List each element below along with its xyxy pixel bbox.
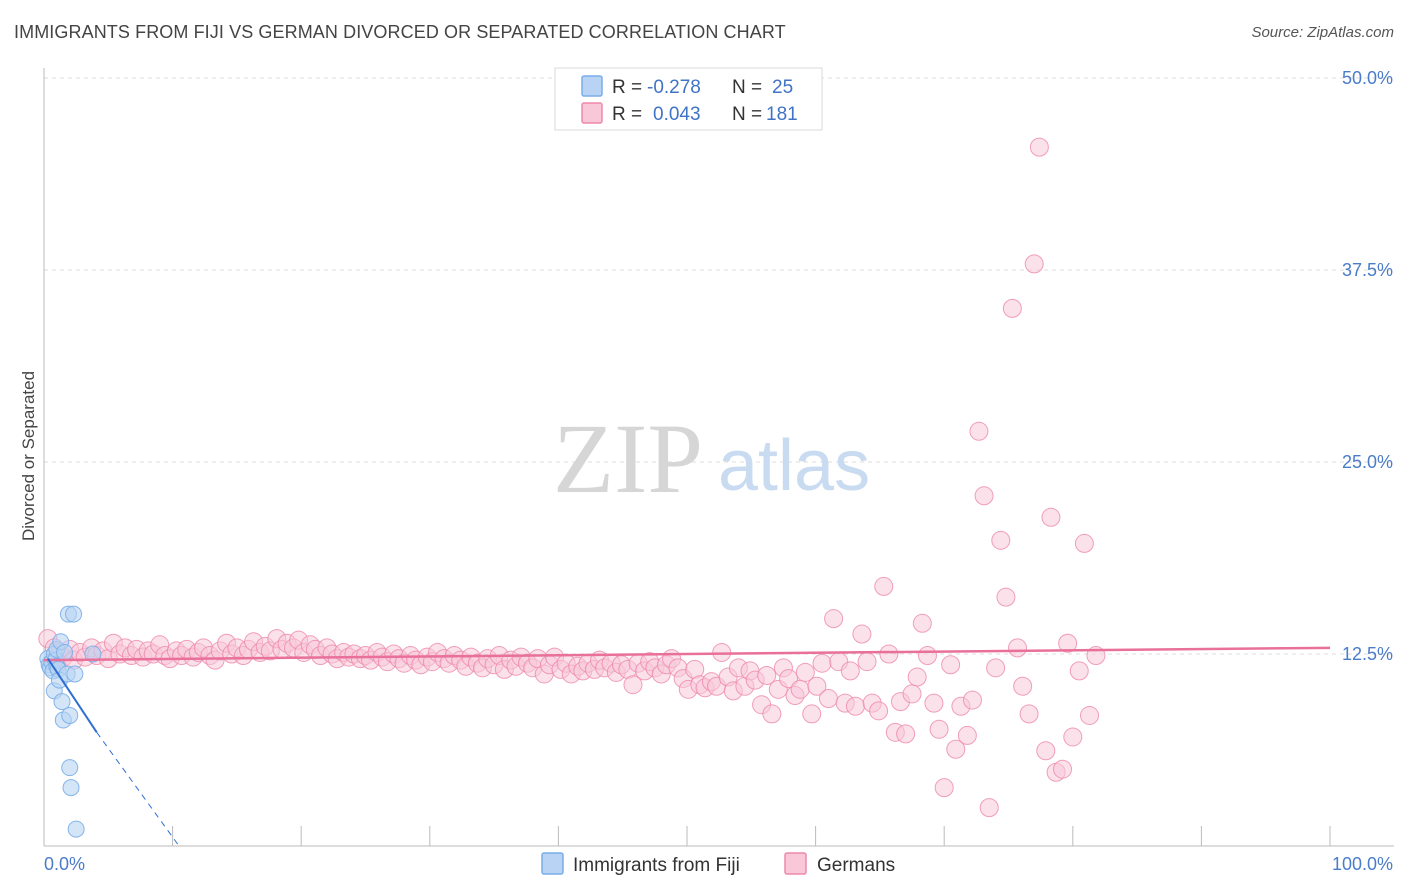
fiji-point [56,643,74,661]
watermark-zip: ZIP [553,403,703,514]
germans-point [869,701,889,721]
germans-point [1029,137,1049,157]
germans-point [1041,507,1061,527]
germans-point [795,662,815,682]
source-label: Source: ZipAtlas.com [1251,24,1394,41]
germans-point [912,613,932,633]
germans-point [802,704,822,724]
germans-point [924,693,944,713]
y-tick-label-1: 25.0% [1342,452,1393,472]
germans-point [946,739,966,759]
germans-point [907,667,927,687]
germans-point [879,644,899,664]
germans-point [818,689,838,709]
fiji-point [53,693,71,711]
series-legend: Immigrants from Fiji Germans [541,852,895,876]
germans-point [807,676,827,696]
watermark-atlas: atlas [718,426,870,506]
y-tick-label-2: 37.5% [1342,260,1393,280]
fiji-point [66,665,84,683]
germans-point [896,724,916,744]
germans-point [902,684,922,704]
legend-r-label-1: R = [612,77,642,98]
legend-swatch-fiji [581,75,603,97]
germans-point [991,530,1011,550]
axes-layer [43,68,1394,847]
fiji-trend-extension [96,732,180,847]
legend-n-label-1: N = [732,77,762,98]
germans-point [929,719,949,739]
y-tick-label-0: 12.5% [1342,644,1393,664]
legend-n-label-2: N = [732,104,762,125]
germans-point [969,421,989,441]
germans-point [845,696,865,716]
y-axis-label: Divorced or Separated [19,371,38,541]
bottom-legend-swatch-germans [784,852,807,875]
x-tick-label-1: 100.0% [1332,854,1393,874]
fiji-point [67,820,85,838]
fiji-point [61,706,79,724]
germans-point [1024,254,1044,274]
watermark: ZIP atlas [553,403,870,514]
germans-point [623,675,643,695]
germans-point [986,658,1006,678]
germans-point [979,798,999,818]
legend-r-label-2: R = [612,104,642,125]
fiji-trend-line [47,658,98,733]
germans-point [824,609,844,629]
germans-point [840,661,860,681]
legend-n-value-1: 25 [772,77,793,98]
germans-point [1063,727,1083,747]
germans-point [1069,661,1089,681]
germans-point [757,666,777,686]
correlation-legend: R = -0.278 N = 25 R = 0.043 N = 181 [554,67,823,131]
fiji-point [65,605,83,623]
germans-point [852,624,872,644]
fiji-point [61,759,79,777]
germans-point [762,704,782,724]
grid-layer [44,77,1394,655]
y-tick-label-3: 50.0% [1342,68,1393,88]
germans-point [941,655,961,675]
fiji-point [84,645,102,663]
germans-point [996,587,1016,607]
germans-trend-line [43,646,1331,662]
germans-point [962,690,982,710]
germans-point [974,486,994,506]
germans-point [1074,533,1094,553]
legend-r-value-2: 0.043 [653,104,701,125]
germans-point [917,646,937,666]
germans-point [1002,298,1022,318]
germans-point [1008,638,1028,658]
bottom-legend-label-germans: Germans [817,855,895,876]
chart-title: IMMIGRANTS FROM FIJI VS GERMAN DIVORCED … [14,22,786,42]
germans-point [1080,705,1100,725]
germans-point [790,679,810,699]
bottom-legend-swatch-fiji [541,852,564,875]
x-tick-label-0: 0.0% [44,854,85,874]
germans-point [1019,704,1039,724]
germans-point [1013,676,1033,696]
trend-lines [43,646,1331,847]
legend-r-value-1: -0.278 [647,77,701,98]
legend-n-value-2: 181 [766,104,798,125]
germans-point [857,652,877,672]
legend-swatch-germans [581,102,603,124]
germans-point [1058,633,1078,653]
bottom-legend-label-fiji: Immigrants from Fiji [573,855,740,876]
fiji-point [62,779,80,797]
germans-point [874,576,894,596]
germans-point [957,725,977,745]
germans-point [1036,741,1056,761]
tick-labels: 12.5% 25.0% 37.5% 50.0% 0.0% 100.0% [44,68,1393,874]
germans-point [934,778,954,798]
germans-point [1053,759,1073,779]
germans-point [812,653,832,673]
